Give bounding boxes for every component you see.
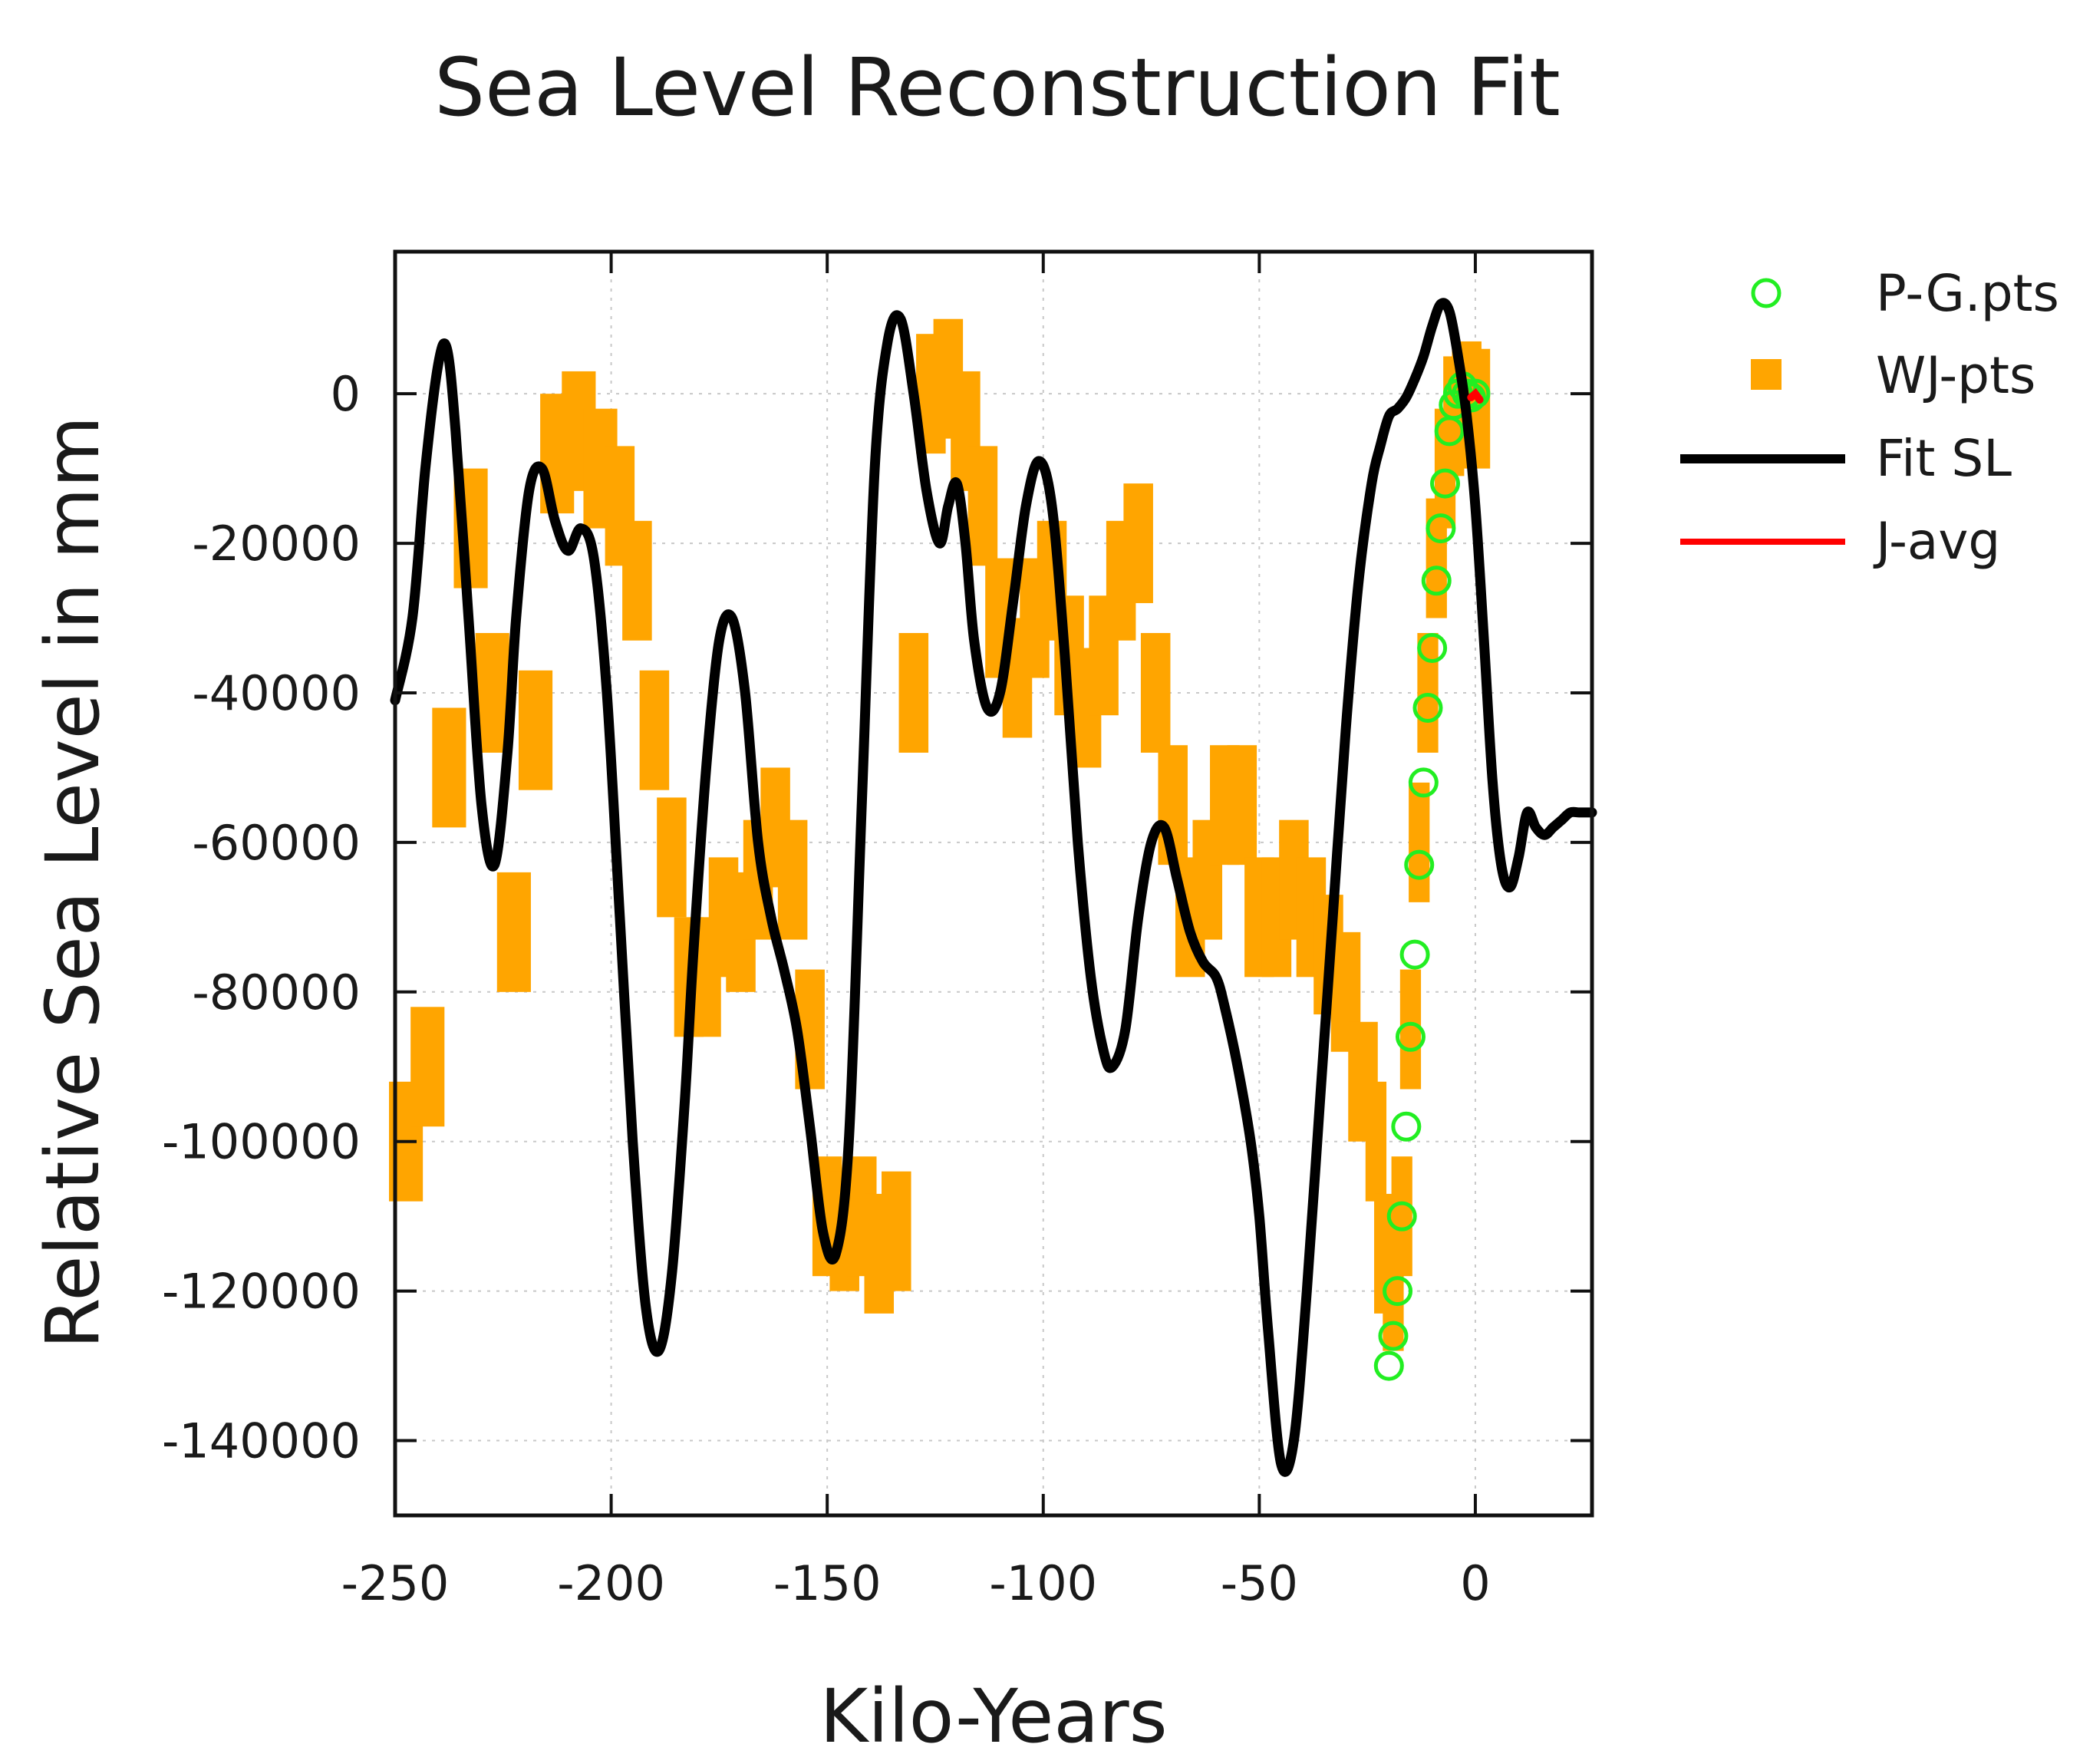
wj-point <box>1365 1081 1387 1202</box>
pg-point <box>1426 513 1456 544</box>
y-tick-label: 0 <box>331 366 361 422</box>
legend-label-pg: P-G.pts <box>1876 264 2059 323</box>
wj-point <box>622 520 652 641</box>
legend: P-G.pts WJ-pts Fit SL J-avg <box>1680 264 2059 571</box>
pg-point <box>1417 633 1448 664</box>
wj-point <box>967 446 998 566</box>
wj-point <box>496 872 531 992</box>
pg-point <box>1404 849 1435 880</box>
wj-point <box>475 633 509 753</box>
wj-point <box>410 1007 445 1127</box>
wj-point <box>882 1171 911 1291</box>
pg-point <box>1430 468 1461 499</box>
y-tick-label: -100000 <box>162 1114 361 1170</box>
wj-point <box>432 707 466 828</box>
pg-point <box>1386 1201 1417 1232</box>
legend-label-javg: J-avg <box>1873 512 2000 571</box>
y-axis-label: Relative Sea Level in mm <box>30 416 116 1349</box>
x-axis-label: Kilo-Years <box>819 1673 1167 1759</box>
pg-point <box>1399 939 1430 970</box>
x-tick-label: -200 <box>557 1555 665 1611</box>
wj-point <box>1391 1156 1412 1277</box>
plot-frame <box>393 249 1594 1518</box>
y-tick-label: -120000 <box>162 1264 361 1320</box>
x-tick-label: -100 <box>989 1555 1097 1611</box>
wj-point <box>518 670 553 790</box>
wj-point <box>1399 969 1422 1090</box>
x-tick-label: -50 <box>1221 1555 1298 1611</box>
wj-point <box>898 633 929 753</box>
y-tick-label: -20000 <box>192 516 361 572</box>
wj-point <box>1409 782 1430 902</box>
wj-point <box>639 670 670 790</box>
fit-sl-line <box>390 298 1597 1477</box>
legend-marker-wj <box>1751 359 1782 390</box>
legend-marker-pg <box>1751 278 1782 308</box>
wj-point <box>1227 745 1257 866</box>
pg-point <box>1421 565 1452 596</box>
pg-point <box>1395 1021 1426 1052</box>
plot-area <box>389 298 1597 1477</box>
y-tick-label: -60000 <box>192 815 361 871</box>
legend-label-fit: Fit SL <box>1876 429 2012 488</box>
y-tick-label: -40000 <box>192 665 361 721</box>
pg-point <box>1391 1111 1422 1142</box>
pg-point <box>1373 1350 1404 1381</box>
legend-label-wj: WJ-pts <box>1876 346 2035 405</box>
y-tick-label: -140000 <box>162 1413 361 1469</box>
x-tick-label: 0 <box>1460 1555 1490 1611</box>
javg-line <box>1467 387 1484 404</box>
pg-point <box>1378 1321 1409 1351</box>
pg-point <box>1412 692 1443 723</box>
pg-point <box>1383 1276 1413 1307</box>
wj-point <box>657 797 687 918</box>
wj-point <box>1123 483 1153 604</box>
x-tick-label: -250 <box>341 1555 450 1611</box>
wj-point <box>777 819 808 940</box>
x-tick-label: -150 <box>773 1555 882 1611</box>
wj-point <box>1140 633 1171 753</box>
pg-point <box>1408 767 1439 798</box>
axes: -250 -200 -150 -100 -50 0 0 -20000 -40000 -60000 -… <box>162 252 1592 1611</box>
y-tick-label: -80000 <box>192 964 361 1020</box>
chart-title: Sea Level Reconstruction Fit <box>434 41 1561 134</box>
